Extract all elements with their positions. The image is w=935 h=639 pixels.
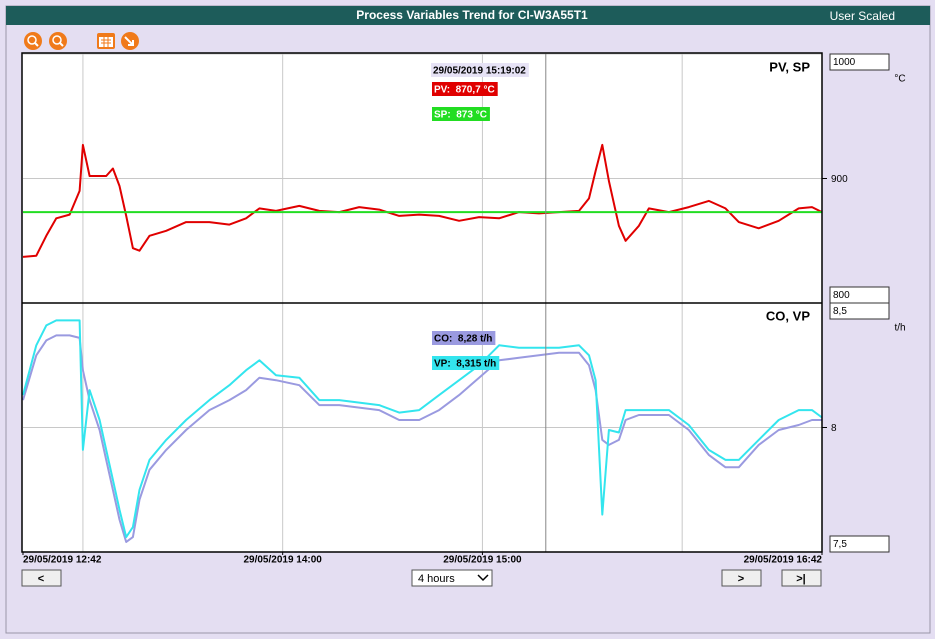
unit-label: t/h	[894, 323, 905, 334]
y-tick-label: 8	[831, 423, 837, 434]
readout-box	[432, 331, 496, 345]
range-label: 4 hours	[418, 573, 455, 585]
readout-box	[432, 356, 500, 370]
series-line	[22, 319, 823, 539]
unit-label: °C	[894, 74, 905, 85]
readout-text: PV: 870,7 °C	[434, 85, 495, 96]
x-tick-label: 29/05/2019 12:42	[23, 555, 102, 566]
y-tick-box	[829, 53, 890, 71]
scale-mode: User Scaled	[830, 9, 895, 23]
last-label: >|	[796, 573, 806, 585]
next-button[interactable]: >	[721, 569, 762, 587]
y-tick-box	[829, 302, 890, 320]
y-tick-label: 1000	[833, 57, 856, 68]
x-tick-label: 29/05/2019 14:00	[243, 555, 322, 566]
y-tick-label: 7,5	[833, 539, 847, 550]
prev-label: <	[38, 573, 44, 585]
readout-text: SP: 873 °C	[434, 110, 487, 121]
zoom-out-button[interactable]	[49, 32, 67, 50]
cursor-box	[431, 63, 529, 77]
readout-text: VP: 8,315 t/h	[434, 359, 496, 370]
y-tick-label: 8,5	[833, 306, 847, 317]
x-tick-label: 29/05/2019 16:42	[744, 555, 823, 566]
zoom-in-button[interactable]	[24, 32, 42, 50]
range-select[interactable]: 4 hours	[411, 569, 493, 587]
y-tick-label: 800	[833, 290, 850, 301]
export-button[interactable]	[121, 32, 139, 50]
panel-title: PV, SP	[769, 59, 810, 74]
panel-title: CO, VP	[766, 308, 810, 323]
next-label: >	[738, 573, 744, 585]
last-button[interactable]: >|	[781, 569, 822, 587]
y-tick-label: 900	[831, 174, 848, 185]
calendar-button[interactable]	[97, 33, 115, 49]
title-bar	[6, 6, 930, 25]
readout-box	[432, 107, 490, 121]
x-tick-label: 29/05/2019 15:00	[443, 555, 522, 566]
y-tick-box	[829, 535, 890, 553]
readout-box	[432, 82, 498, 96]
cursor-label: 29/05/2019 15:19:02	[433, 66, 526, 77]
readout-text: CO: 8,28 t/h	[434, 334, 492, 345]
window-title: Process Variables Trend for CI-W3A55T1	[356, 8, 588, 22]
prev-button[interactable]: <	[21, 569, 62, 587]
series-line	[22, 334, 822, 543]
